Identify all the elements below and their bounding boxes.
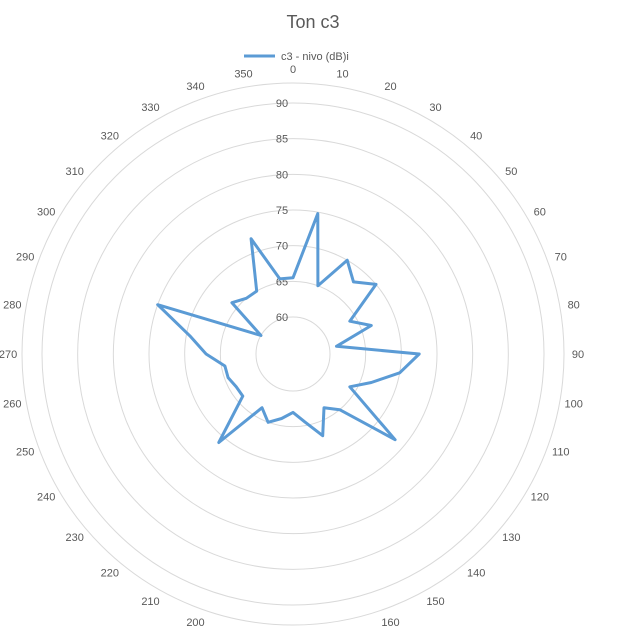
- angle-label-50: 50: [505, 166, 517, 178]
- grid-ring-70: [184, 245, 402, 463]
- ring-label-90: 90: [276, 98, 288, 110]
- angle-label-240: 240: [37, 492, 55, 504]
- angle-label-130: 130: [502, 532, 520, 544]
- angle-label-250: 250: [16, 447, 34, 459]
- angle-label-10: 10: [336, 68, 348, 80]
- ring-label-60: 60: [276, 312, 288, 324]
- angle-label-270: 270: [0, 349, 17, 361]
- grid-rings: [21, 82, 565, 626]
- ring-label-75: 75: [276, 205, 288, 217]
- angle-label-340: 340: [186, 81, 204, 93]
- grid-ring-65: [219, 280, 367, 428]
- series-line-0: [156, 212, 421, 444]
- angle-label-330: 330: [141, 102, 159, 114]
- chart-title: Ton c3: [286, 12, 339, 32]
- angle-label-260: 260: [3, 399, 21, 411]
- grid-ring-60: [255, 316, 331, 392]
- angle-label-290: 290: [16, 252, 34, 264]
- angle-label-320: 320: [101, 131, 119, 143]
- grid-ring-85: [77, 138, 509, 570]
- series-layer: [156, 212, 421, 444]
- angle-label-120: 120: [531, 492, 549, 504]
- angle-label-40: 40: [470, 131, 482, 143]
- angle-label-150: 150: [426, 596, 444, 608]
- angle-label-0: 0: [290, 64, 296, 76]
- angle-label-30: 30: [429, 102, 441, 114]
- angle-label-230: 230: [66, 532, 84, 544]
- angle-label-200: 200: [186, 617, 204, 629]
- ring-label-70: 70: [276, 241, 288, 253]
- angle-label-100: 100: [565, 399, 583, 411]
- legend-label: c3 - nivo (dB)i: [281, 51, 349, 63]
- angle-label-20: 20: [384, 81, 396, 93]
- grid-ring-80: [112, 173, 474, 535]
- outer-ring: [21, 82, 565, 626]
- grid-ring-75: [148, 209, 438, 499]
- angle-label-110: 110: [552, 447, 570, 459]
- angle-label-190: 190: [234, 630, 252, 631]
- angle-label-80: 80: [568, 300, 580, 312]
- legend: c3 - nivo (dB)i: [244, 51, 349, 63]
- angle-label-60: 60: [534, 207, 546, 219]
- angle-label-210: 210: [141, 596, 159, 608]
- grid-ring-90: [41, 102, 545, 606]
- angle-label-300: 300: [37, 207, 55, 219]
- angle-label-140: 140: [467, 567, 485, 579]
- ring-label-85: 85: [276, 134, 288, 146]
- angle-label-170: 170: [333, 630, 351, 631]
- angle-label-70: 70: [555, 252, 567, 264]
- angle-label-160: 160: [381, 617, 399, 629]
- angle-labels: 0 10 20 30 40 50 60 70 80 90 100 110 120 130 140 150 160…: [0, 64, 584, 631]
- angle-label-350: 350: [234, 68, 252, 80]
- angle-label-90: 90: [572, 349, 584, 361]
- angle-label-220: 220: [101, 567, 119, 579]
- ring-label-80: 80: [276, 169, 288, 181]
- angle-label-310: 310: [66, 166, 84, 178]
- angle-label-280: 280: [3, 300, 21, 312]
